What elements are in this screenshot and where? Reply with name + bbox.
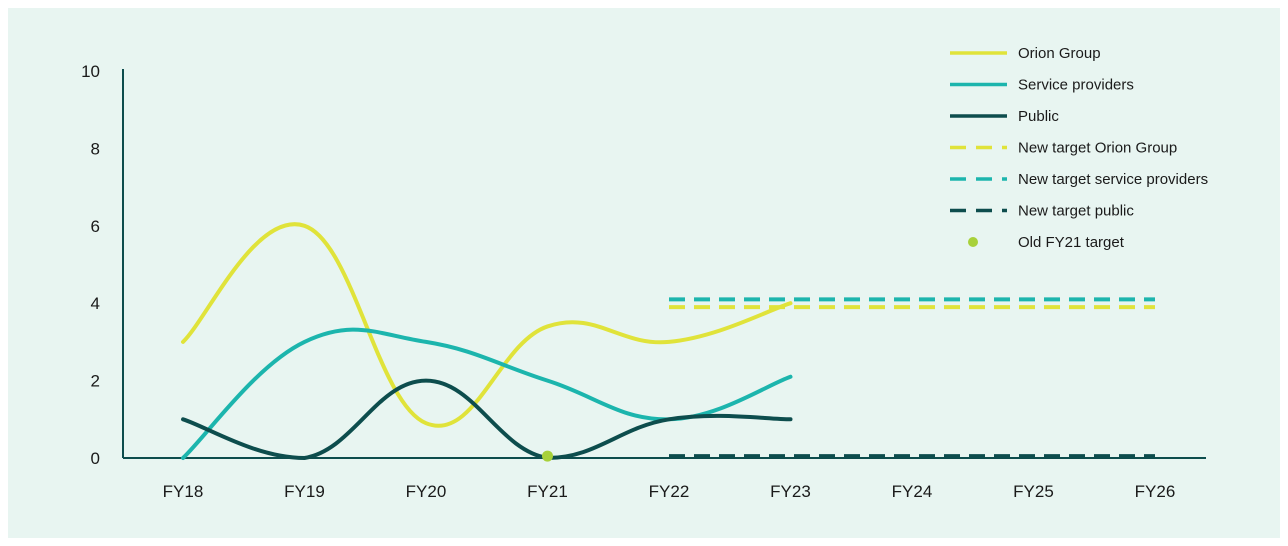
- series-line-service-providers: [181, 327, 793, 460]
- legend-label-orion-group: Orion Group: [1018, 45, 1101, 62]
- x-tick-label: FY25: [1013, 482, 1054, 501]
- legend-label-service-providers: Service providers: [1018, 77, 1134, 94]
- legend-label-new-target-public: New target public: [1018, 203, 1134, 220]
- legend-label-new-target-orion-group: New target Orion Group: [1018, 140, 1177, 157]
- legend-label-public: Public: [1018, 108, 1059, 125]
- x-tick-label: FY19: [284, 482, 325, 501]
- legend-marker-old-fy21-target: [968, 237, 978, 247]
- x-tick-label: FY18: [163, 482, 204, 501]
- x-tick-label: FY21: [527, 482, 568, 501]
- legend: Orion Group Service providers Public New ta…: [950, 45, 1208, 251]
- y-tick-label: 6: [91, 217, 100, 236]
- x-tick-label: FY26: [1135, 482, 1176, 501]
- axes: 0 2 4 6 8 10 FY18 FY19 FY20 FY21 FY22 FY23 FY24 FY25 F…: [81, 62, 1206, 501]
- y-tick-label: 0: [91, 449, 100, 468]
- x-tick-label: FY20: [406, 482, 447, 501]
- x-tick-label: FY23: [770, 482, 811, 501]
- legend-label-old-fy21-target: Old FY21 target: [1018, 234, 1125, 251]
- series-line-orion-group: [181, 222, 793, 428]
- y-tick-label: 2: [91, 372, 100, 391]
- y-tick-label: 8: [91, 139, 100, 158]
- chart-background: [8, 8, 1280, 538]
- legend-label-new-target-service-providers: New target service providers: [1018, 171, 1208, 188]
- data-point-old-fy21-target: [542, 450, 553, 462]
- x-tick-label: FY22: [649, 482, 690, 501]
- y-tick-label: 4: [91, 294, 100, 313]
- series-line-public: [181, 378, 793, 460]
- series-layer: [181, 222, 1155, 462]
- x-tick-label: FY24: [892, 482, 933, 501]
- y-tick-label: 10: [81, 62, 100, 81]
